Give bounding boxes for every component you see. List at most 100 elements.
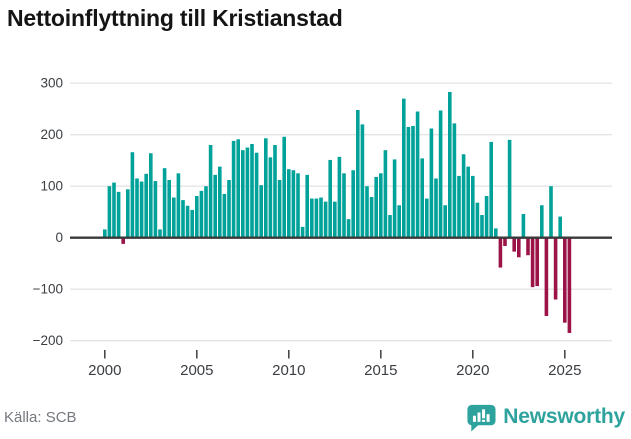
bar (135, 178, 139, 238)
bar (342, 173, 346, 238)
bar (172, 197, 176, 238)
bar (374, 176, 378, 238)
bar (434, 178, 438, 238)
bar (296, 173, 300, 238)
quarterly-bars (103, 91, 572, 333)
bar (457, 175, 461, 238)
bar (406, 126, 411, 238)
bar (402, 98, 406, 238)
bar (144, 173, 148, 238)
bar (130, 152, 135, 238)
bar (268, 157, 273, 238)
bar (415, 111, 420, 238)
bar (383, 150, 388, 238)
bar (429, 128, 434, 238)
bar (448, 91, 452, 238)
bar (328, 159, 332, 238)
bar (563, 237, 567, 323)
bar (392, 159, 397, 238)
bar (314, 198, 319, 238)
brand-name: Newsworthy (503, 405, 625, 428)
bar (356, 109, 360, 238)
x-tick-label: 2000 (88, 362, 121, 379)
bar (273, 145, 277, 238)
bar (452, 123, 457, 238)
y-tick-label: 300 (40, 76, 63, 91)
bar (241, 150, 245, 238)
bar (153, 181, 158, 238)
bar (121, 237, 125, 244)
bar (199, 190, 204, 238)
x-tick-label: 2020 (456, 362, 489, 379)
bar (498, 237, 503, 268)
bar (190, 209, 194, 238)
migration-bar-chart: 300 200 100 0 −100 −200 2000 2005 2010 2015 2020 20… (33, 76, 612, 379)
bar (139, 181, 144, 238)
bar (475, 202, 480, 238)
bar (388, 215, 392, 238)
bar (167, 180, 171, 238)
source-note: Källa: SCB (4, 408, 77, 426)
bar (369, 197, 374, 238)
x-tick-label: 2010 (272, 362, 305, 379)
bar (411, 125, 415, 238)
bar (420, 158, 424, 238)
bar (512, 237, 516, 252)
bar (425, 198, 429, 238)
axis-labels: 300 200 100 0 −100 −200 2000 2005 2010 2015 2020 20… (33, 76, 582, 379)
y-tick-label: −100 (33, 282, 63, 297)
bar (149, 153, 153, 238)
bar (333, 201, 337, 238)
bar (245, 147, 250, 238)
bar (351, 170, 355, 238)
x-tick-label: 2025 (548, 362, 581, 379)
bar (540, 205, 544, 238)
bar (365, 186, 369, 238)
bar (526, 237, 530, 256)
bar (103, 229, 107, 238)
bar (227, 180, 231, 238)
bar (530, 237, 535, 288)
bar (112, 182, 116, 238)
bar (107, 186, 112, 238)
bar (397, 205, 401, 238)
bar (277, 180, 282, 238)
bar (494, 228, 498, 238)
chart-title: Nettoinflyttning till Kristianstad (7, 5, 343, 31)
bar (567, 237, 572, 333)
y-tick-label: −200 (33, 333, 63, 348)
bar (544, 237, 549, 316)
x-tick-label: 2005 (180, 362, 213, 379)
bar (461, 154, 466, 238)
bar (158, 229, 162, 238)
bar (379, 173, 383, 238)
bar (231, 140, 236, 238)
y-tick-label: 0 (55, 230, 63, 245)
bar (176, 173, 181, 238)
bar (300, 226, 305, 238)
bar (553, 237, 558, 300)
bar (517, 237, 521, 258)
x-tick-label: 2015 (364, 362, 397, 379)
bar (282, 136, 286, 238)
bar (438, 110, 443, 238)
chart-footer: Källa: SCB Newsworthy (0, 399, 631, 435)
bar (471, 175, 475, 238)
bar (291, 170, 296, 238)
bar (480, 215, 484, 238)
bar (204, 186, 208, 238)
bar (503, 237, 507, 246)
bar (208, 145, 213, 238)
bar (484, 195, 489, 238)
y-tick-label: 200 (40, 127, 63, 142)
newsworthy-speech-bubble-icon (467, 404, 496, 432)
bar (466, 166, 470, 238)
bar (195, 195, 199, 238)
bar (181, 200, 185, 238)
bar (507, 139, 512, 238)
bar (305, 174, 309, 238)
bar (558, 216, 562, 238)
bar (360, 124, 365, 238)
bar (443, 205, 447, 238)
bar (116, 191, 121, 238)
